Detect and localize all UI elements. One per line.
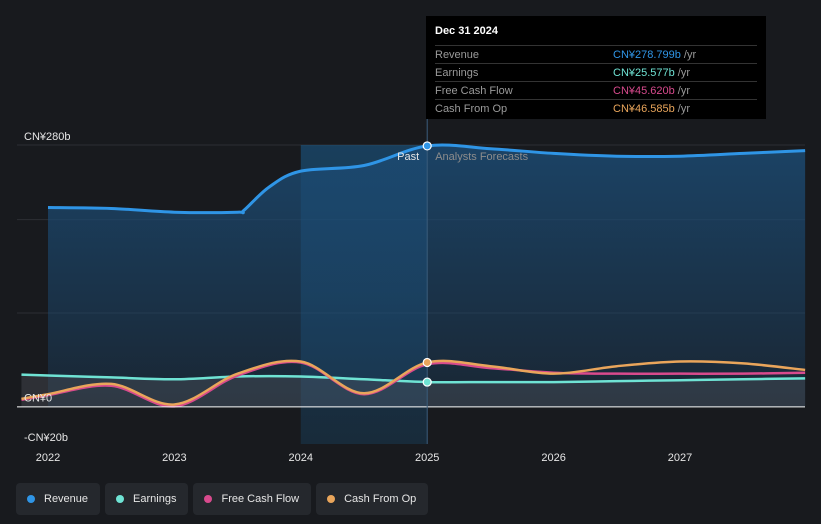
legend: Revenue Earnings Free Cash Flow Cash Fro… bbox=[16, 483, 429, 515]
tooltip-row: Free Cash Flow CN¥45.620b /yr bbox=[435, 81, 757, 99]
legend-label: Free Cash Flow bbox=[221, 493, 300, 505]
cash-from-op-line bbox=[21, 359, 806, 406]
y-axis-labels: CN¥280b CN¥0 -CN¥20b bbox=[24, 131, 70, 444]
tooltip: Dec 31 2024 Revenue CN¥278.799b /yr Earn… bbox=[426, 16, 766, 119]
legend-label: Revenue bbox=[44, 493, 89, 505]
tooltip-date: Dec 31 2024 bbox=[435, 25, 498, 37]
cash-from-op-dot-icon bbox=[327, 495, 336, 503]
y-tick-label: -CN¥20b bbox=[24, 432, 68, 444]
x-tick-label: 2027 bbox=[668, 452, 692, 464]
revenue-area bbox=[48, 145, 806, 407]
tooltip-unit: /yr bbox=[683, 48, 697, 61]
earnings-point bbox=[422, 377, 432, 387]
tooltip-label: Cash From Op bbox=[435, 102, 508, 115]
tooltip-unit: /yr bbox=[677, 102, 691, 115]
legend-item-earnings[interactable]: Earnings bbox=[105, 483, 189, 515]
tooltip-unit: /yr bbox=[677, 66, 691, 79]
tooltip-value: CN¥278.799b bbox=[613, 48, 681, 61]
legend-label: Earnings bbox=[133, 493, 177, 505]
cash-from-op-point bbox=[422, 357, 432, 368]
tooltip-row: Revenue CN¥278.799b /yr bbox=[435, 45, 757, 63]
tooltip-label: Free Cash Flow bbox=[435, 84, 513, 97]
legend-item-revenue[interactable]: Revenue bbox=[16, 483, 101, 515]
x-tick-label: 2023 bbox=[162, 452, 186, 464]
y-tick-label: CN¥280b bbox=[24, 131, 70, 143]
x-tick-label: 2026 bbox=[541, 452, 565, 464]
legend-label: Cash From Op bbox=[344, 493, 417, 505]
earnings-dot-icon bbox=[116, 495, 125, 503]
revenue-point bbox=[422, 141, 432, 151]
forecast-label: Analysts Forecasts bbox=[435, 151, 528, 163]
x-tick-label: 2022 bbox=[36, 452, 60, 464]
tooltip-value: CN¥45.620b bbox=[613, 84, 675, 97]
tooltip-label: Revenue bbox=[435, 48, 480, 61]
tooltip-row: Earnings CN¥25.577b /yr bbox=[435, 63, 757, 81]
tooltip-row: Cash From Op CN¥46.585b /yr bbox=[435, 99, 757, 117]
series-lines bbox=[21, 143, 806, 408]
tooltip-label: Earnings bbox=[435, 66, 479, 79]
free-cash-flow-dot-icon bbox=[204, 495, 213, 503]
legend-item-cash-from-op[interactable]: Cash From Op bbox=[316, 483, 429, 515]
revenue-line bbox=[47, 143, 806, 215]
tooltip-value: CN¥25.577b bbox=[613, 66, 675, 79]
x-tick-label: 2025 bbox=[415, 452, 439, 464]
legend-item-free-cash-flow[interactable]: Free Cash Flow bbox=[193, 483, 312, 515]
y-tick-label: CN¥0 bbox=[24, 392, 52, 404]
x-tick-label: 2024 bbox=[289, 452, 313, 464]
x-axis-labels: 2022 2023 2024 2025 2026 2027 bbox=[36, 452, 692, 464]
past-label: Past bbox=[397, 151, 419, 163]
highlight-points bbox=[422, 141, 432, 387]
revenue-dot-icon bbox=[27, 495, 35, 503]
tooltip-value: CN¥46.585b bbox=[613, 102, 675, 115]
tooltip-unit: /yr bbox=[677, 84, 691, 97]
